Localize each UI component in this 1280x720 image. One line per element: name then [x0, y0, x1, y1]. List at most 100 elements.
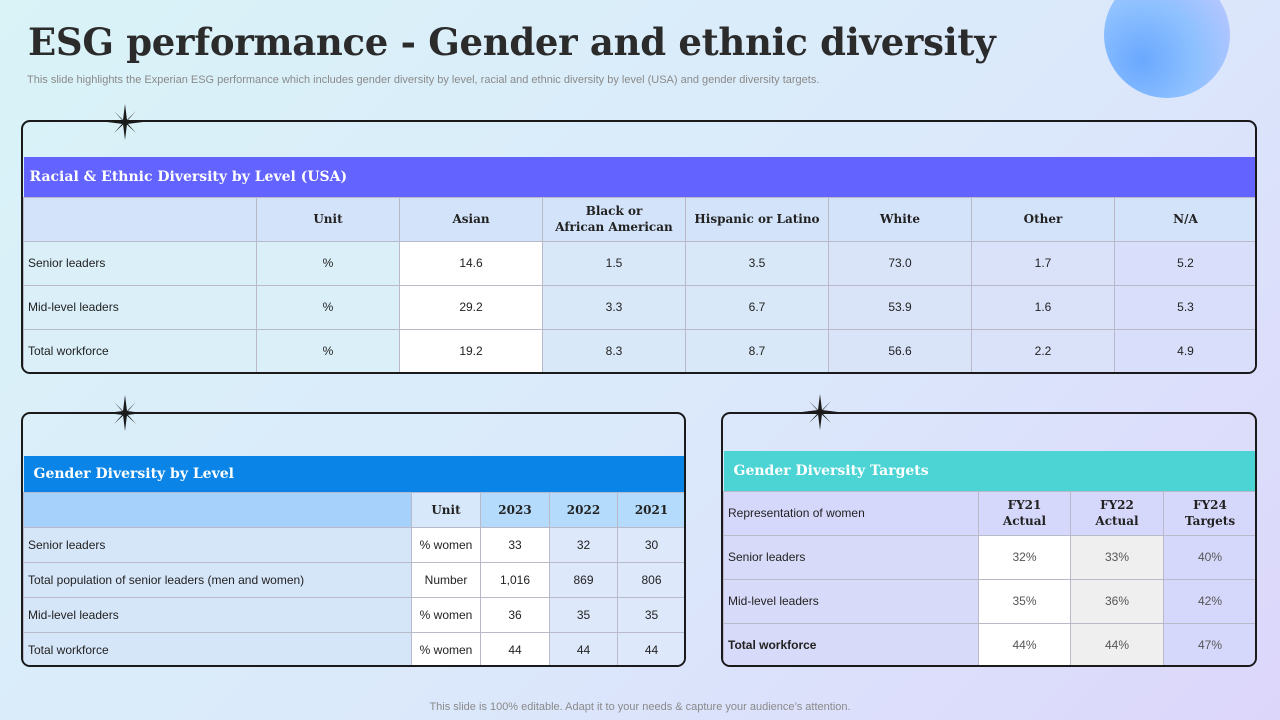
row-label: Mid-level leaders: [723, 578, 979, 624]
gender-diversity-table: Gender Diversity by Level Unit 2023 2022…: [23, 456, 684, 665]
cell-2023: 44: [480, 631, 550, 665]
cell-white: 53.9: [828, 284, 972, 330]
racial-col-black-line2: African American: [555, 220, 673, 234]
racial-col-black-line1: Black or: [585, 204, 643, 218]
cell-unit: %: [256, 240, 400, 286]
page-footer: This slide is 100% editable. Adapt it to…: [429, 701, 851, 713]
cell-hispanic: 3.5: [685, 240, 829, 286]
cell-2021: 44: [616, 631, 684, 665]
cell-fy24: 42%: [1163, 578, 1255, 624]
cell-white: 56.6: [828, 328, 972, 372]
table-row: Senior leaders % women 33 32 30: [23, 526, 684, 563]
cell-black: 1.5: [542, 240, 686, 286]
cell-fy24: 40%: [1163, 534, 1255, 580]
racial-col-na: N/A: [1114, 196, 1255, 242]
targets-col-fy22: FY22 Actual: [1070, 490, 1164, 536]
racial-diversity-table: Racial & Ethnic Diversity by Level (USA)…: [23, 157, 1255, 372]
cell-na: 5.3: [1114, 284, 1255, 330]
table-row: Senior leaders 32% 33% 40%: [723, 534, 1255, 580]
racial-corner-cell: [23, 196, 257, 242]
cell-na: 5.2: [1114, 240, 1255, 286]
targets-col-fy21: FY21 Actual: [978, 490, 1071, 536]
targets-col-fy22-line2: Actual: [1095, 514, 1139, 528]
cell-white: 73.0: [828, 240, 972, 286]
targets-table-heading: Gender Diversity Targets: [723, 451, 1255, 491]
cell-other: 1.7: [971, 240, 1115, 286]
cell-asian: 29.2: [399, 284, 543, 330]
cell-other: 1.6: [971, 284, 1115, 330]
cell-fy21: 32%: [978, 534, 1071, 580]
row-label: Total population of senior leaders (men …: [23, 561, 412, 598]
cell-na: 4.9: [1114, 328, 1255, 372]
gender-col-2023: 2023: [480, 491, 550, 528]
gender-corner-cell: [23, 491, 412, 528]
gender-targets-panel: Gender Diversity Targets Representation …: [721, 412, 1257, 667]
table-row: Mid-level leaders % 29.2 3.3 6.7 53.9 1.…: [23, 284, 1255, 330]
cell-asian: 19.2: [399, 328, 543, 372]
cell-2022: 869: [549, 561, 618, 598]
targets-col-fy24-line1: FY24: [1193, 498, 1227, 512]
decorative-circle: [1104, 0, 1230, 98]
cell-hispanic: 6.7: [685, 284, 829, 330]
targets-col-fy24-line2: Targets: [1184, 514, 1236, 528]
cell-other: 2.2: [971, 328, 1115, 372]
cell-fy24: 47%: [1163, 622, 1255, 665]
page-title: ESG performance - Gender and ethnic dive…: [28, 20, 996, 64]
cell-2022: 44: [549, 631, 618, 665]
cell-2021: 35: [616, 596, 684, 633]
cell-unit: %: [256, 284, 400, 330]
cell-unit: Number: [411, 561, 481, 598]
cell-2023: 36: [480, 596, 550, 633]
row-label: Senior leaders: [23, 526, 412, 563]
gender-diversity-panel: Gender Diversity by Level Unit 2023 2022…: [21, 412, 686, 667]
row-label: Senior leaders: [23, 240, 257, 286]
cell-unit: % women: [411, 526, 481, 563]
sparkle-icon: [802, 394, 838, 430]
table-row: Senior leaders % 14.6 1.5 3.5 73.0 1.7 5…: [23, 240, 1255, 286]
gender-col-2022: 2022: [549, 491, 618, 528]
cell-2022: 35: [549, 596, 618, 633]
racial-table-heading: Racial & Ethnic Diversity by Level (USA): [23, 157, 1255, 197]
row-label: Total workforce: [23, 328, 257, 372]
sparkle-icon: [107, 104, 143, 140]
row-label: Senior leaders: [723, 534, 979, 580]
targets-col-fy21-line1: FY21: [1007, 498, 1042, 512]
table-row: Total workforce % 19.2 8.3 8.7 56.6 2.2 …: [23, 328, 1255, 372]
row-label: Total workforce: [723, 622, 979, 665]
racial-col-white: White: [828, 196, 972, 242]
cell-fy22: 33%: [1070, 534, 1164, 580]
table-row: Mid-level leaders 35% 36% 42%: [723, 578, 1255, 624]
cell-2023: 33: [480, 526, 550, 563]
cell-2021: 806: [616, 561, 684, 598]
gender-col-unit: Unit: [411, 491, 481, 528]
targets-col-fy24: FY24 Targets: [1163, 490, 1255, 536]
cell-2022: 32: [549, 526, 618, 563]
cell-fy21: 44%: [978, 622, 1071, 665]
row-label: Mid-level leaders: [23, 284, 257, 330]
cell-black: 3.3: [542, 284, 686, 330]
racial-col-hispanic: Hispanic or Latino: [685, 196, 829, 242]
cell-black: 8.3: [542, 328, 686, 372]
cell-fy22: 36%: [1070, 578, 1164, 624]
targets-row-header: Representation of women: [723, 490, 979, 536]
row-label: Total workforce: [23, 631, 412, 665]
table-row: Total population of senior leaders (men …: [23, 561, 684, 598]
gender-table-heading: Gender Diversity by Level: [23, 456, 684, 492]
cell-2023: 1,016: [480, 561, 550, 598]
sparkle-icon: [107, 395, 143, 431]
table-row: Total workforce % women 44 44 44: [23, 631, 684, 665]
table-row: Total workforce 44% 44% 47%: [723, 622, 1255, 665]
cell-2021: 30: [616, 526, 684, 563]
racial-col-black: Black or African American: [542, 196, 686, 242]
cell-unit: %: [256, 328, 400, 372]
gender-col-2021: 2021: [616, 491, 684, 528]
racial-diversity-panel: Racial & Ethnic Diversity by Level (USA)…: [21, 120, 1257, 374]
gender-targets-table: Gender Diversity Targets Representation …: [723, 451, 1255, 665]
row-label: Mid-level leaders: [23, 596, 412, 633]
racial-col-unit: Unit: [256, 196, 400, 242]
racial-col-other: Other: [971, 196, 1115, 242]
cell-unit: % women: [411, 596, 481, 633]
targets-col-fy21-line2: Actual: [1002, 514, 1047, 528]
cell-fy21: 35%: [978, 578, 1071, 624]
targets-col-fy22-line1: FY22: [1100, 498, 1134, 512]
